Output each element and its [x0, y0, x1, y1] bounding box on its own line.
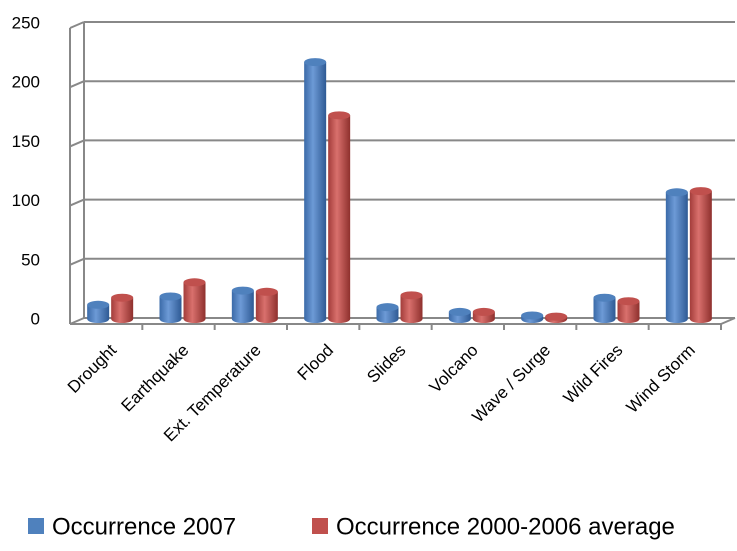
- y-tick-label: 100: [12, 191, 40, 210]
- bar-body: [111, 297, 134, 323]
- bar-top: [304, 58, 327, 67]
- bar: [689, 187, 712, 323]
- bar-top: [255, 287, 278, 296]
- bar-top: [593, 293, 616, 302]
- grid-line-side: [69, 317, 85, 325]
- bar-top: [689, 187, 712, 196]
- bar: [159, 292, 182, 323]
- x-tick-label: Slides: [363, 341, 409, 387]
- bar-body: [183, 282, 206, 323]
- bar-top: [400, 291, 423, 300]
- bar-top: [665, 188, 688, 197]
- bar-body: [617, 301, 640, 323]
- bar-body: [304, 62, 327, 324]
- bar-body: [159, 296, 182, 323]
- bar-body: [87, 304, 110, 323]
- bar: [521, 311, 544, 323]
- y-tick-label: 0: [31, 309, 40, 328]
- bar: [231, 286, 254, 323]
- bar-top: [87, 300, 110, 309]
- y-tick-label: 50: [21, 250, 40, 269]
- bar: [545, 312, 568, 323]
- bar-top: [183, 278, 206, 287]
- x-tick-label: Volcano: [426, 341, 482, 397]
- bar-top: [376, 303, 399, 312]
- x-tick-label: Flood: [294, 341, 338, 385]
- x-tick-label: Wind Storm: [623, 341, 699, 417]
- bar-top: [545, 312, 568, 321]
- bar-body: [689, 191, 712, 323]
- bar-top: [617, 297, 640, 306]
- bar-top: [159, 292, 182, 301]
- bar-top: [448, 307, 471, 316]
- bar: [400, 291, 423, 323]
- bar-body: [593, 297, 616, 323]
- bar-body: [328, 115, 351, 324]
- legend-swatch: [312, 518, 328, 534]
- bar-top: [111, 293, 134, 302]
- bar: [183, 278, 206, 323]
- bar-top: [231, 286, 254, 295]
- y-tick-label: 250: [12, 13, 40, 32]
- grid-line-side: [69, 257, 85, 266]
- legend-label: Occurrence 2000-2006 average: [336, 513, 675, 540]
- legend-label: Occurrence 2007: [52, 513, 236, 540]
- grid-line-side: [69, 198, 85, 207]
- y-tick-label: 200: [12, 73, 40, 92]
- x-tick-label: Drought: [64, 340, 120, 396]
- grid-line-side: [69, 21, 85, 29]
- y-tick-label: 150: [12, 132, 40, 151]
- bar: [328, 111, 351, 324]
- bar: [617, 297, 640, 323]
- bar: [665, 188, 688, 323]
- grid-line-side: [69, 139, 85, 148]
- bar-body: [400, 295, 423, 323]
- bar-top: [472, 307, 495, 316]
- bar-top: [328, 111, 351, 120]
- bar: [255, 287, 278, 324]
- legend-swatch: [28, 518, 44, 534]
- bar: [472, 307, 495, 323]
- bar: [111, 293, 134, 323]
- bar: [448, 307, 471, 323]
- bar: [304, 58, 327, 324]
- bar-body: [255, 291, 278, 324]
- bar-body: [665, 192, 688, 323]
- bar-top: [521, 311, 544, 320]
- bar: [376, 303, 399, 323]
- bar: [87, 300, 110, 323]
- bar: [593, 293, 616, 323]
- grid-line-side: [69, 80, 85, 89]
- bar-body: [231, 290, 254, 323]
- bar-body: [376, 307, 399, 323]
- x-tick-label: Wild Fires: [560, 341, 627, 408]
- x-tick-label: Earthquake: [118, 341, 193, 416]
